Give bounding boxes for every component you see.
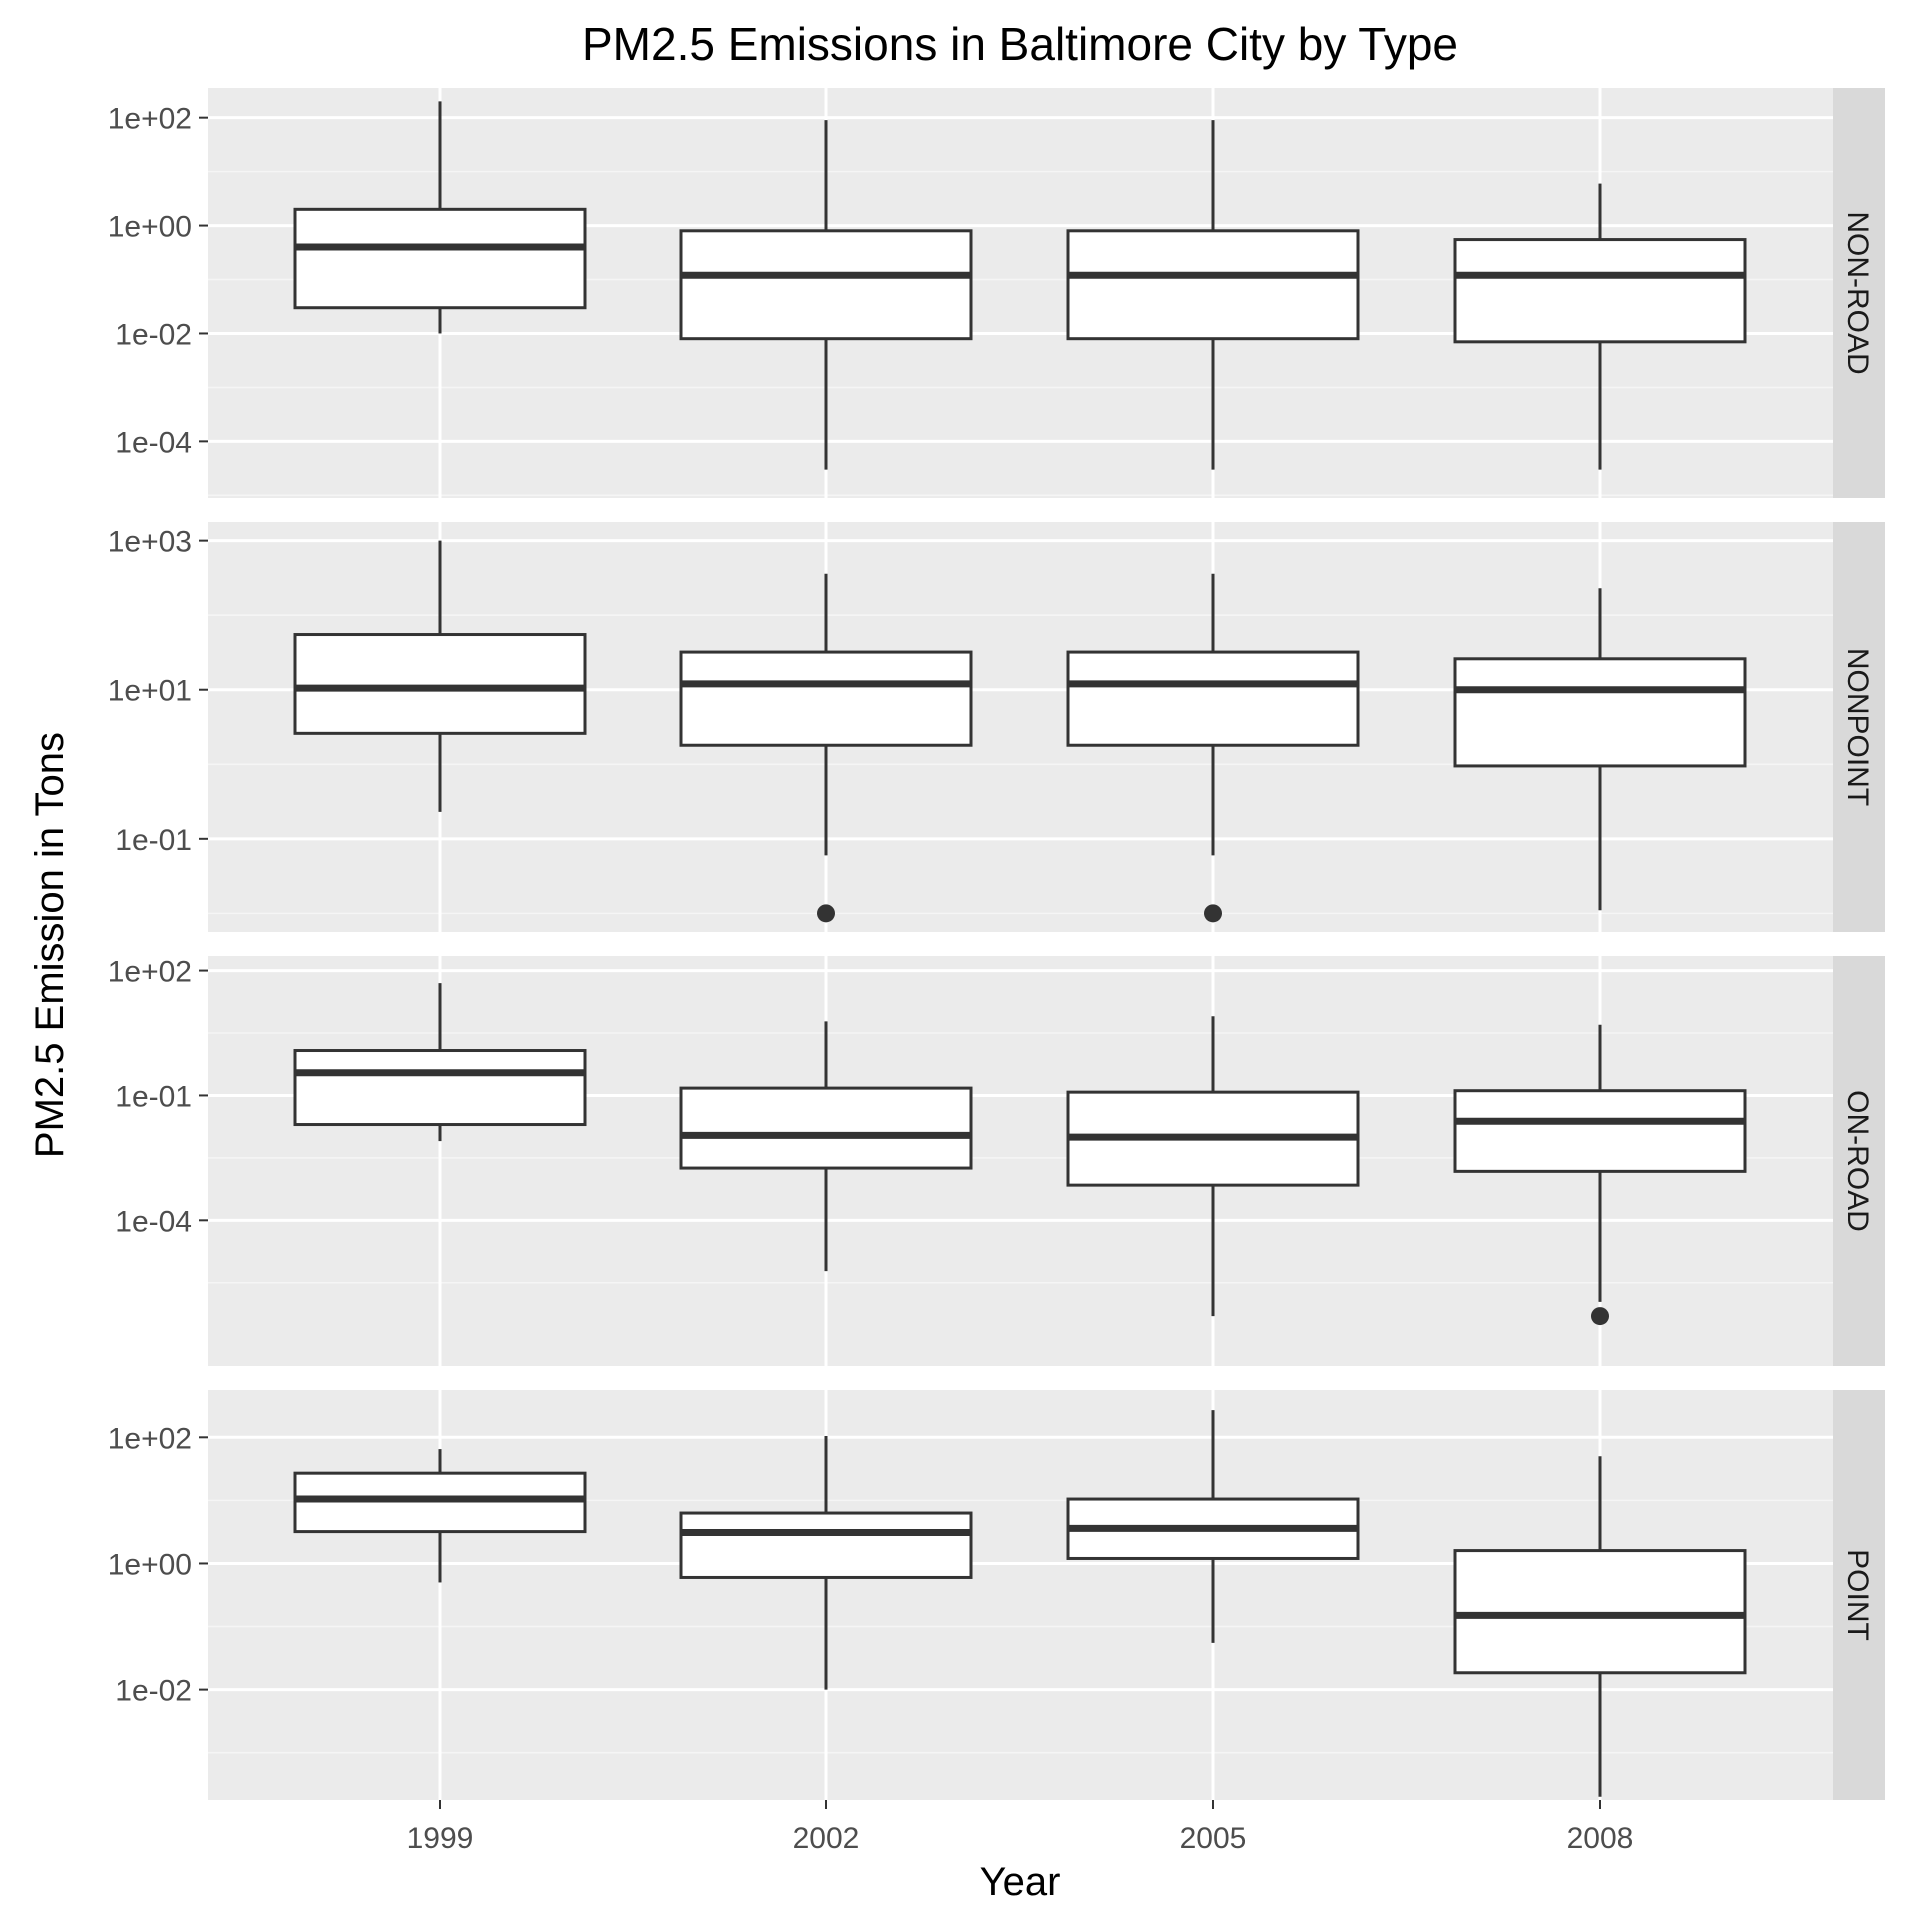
- boxplot-on-road-2005: [1066, 1016, 1360, 1317]
- boxplot-point-2002: [679, 1435, 973, 1690]
- boxplot-non-road-2005: [1066, 120, 1360, 470]
- boxplot-on-road-2008: [1453, 1024, 1747, 1302]
- boxplot-on-road-1999: [293, 983, 587, 1142]
- box-iqr: [1066, 650, 1360, 747]
- facet-panel-point: 1e+02 1e+00 1e-02 POINT: [108, 1390, 1885, 1800]
- boxplot-non-road-2002: [679, 120, 973, 470]
- boxplot-nonpoint-2008: [1453, 588, 1747, 911]
- facet-strip-label: NON-ROAD: [1841, 211, 1874, 374]
- facet-strip: [1833, 522, 1885, 932]
- facet-strip-label: POINT: [1841, 1549, 1874, 1641]
- y-tick-label: 1e+02: [108, 1422, 192, 1455]
- facet-panel-on-road: 1e+02 1e-01 1e-04 ON-ROAD: [108, 956, 1885, 1366]
- x-tick-label: 2008: [1567, 1822, 1634, 1855]
- x-tick-label: 1999: [407, 1822, 474, 1855]
- y-tick-label: 1e-04: [115, 426, 192, 459]
- box-iqr: [1453, 238, 1747, 344]
- y-tick-label: 1e+01: [108, 675, 192, 708]
- x-tick-label: 2005: [1180, 1822, 1247, 1855]
- box-iqr: [1453, 1549, 1747, 1675]
- facet-panels: 1e+021e+001e-021e-04NON-ROAD1e+031e+011e…: [108, 88, 1885, 1855]
- boxplot-point-2008: [1453, 1456, 1747, 1797]
- y-tick-label: 1e+00: [108, 1548, 192, 1581]
- boxplot-non-road-1999: [293, 101, 587, 334]
- boxplot-point-1999: [293, 1449, 587, 1583]
- box-iqr: [679, 229, 973, 341]
- box-iqr: [1066, 229, 1360, 341]
- facet-panel-nonpoint: 1e+03 1e+01 1e-01 NONPOINT: [108, 522, 1885, 932]
- boxplot-on-road-2002: [679, 1021, 973, 1272]
- boxplot-non-road-2008: [1453, 183, 1747, 470]
- outlier-point: [1204, 904, 1222, 923]
- y-tick-label: 1e+03: [108, 526, 192, 559]
- boxplot-nonpoint-2002: [679, 573, 973, 856]
- y-axis-label: PM2.5 Emission in Tons: [28, 732, 72, 1158]
- x-axis-label: Year: [980, 1860, 1061, 1904]
- outlier-point: [817, 904, 835, 923]
- box-iqr: [679, 1086, 973, 1170]
- box-iqr: [293, 207, 587, 310]
- boxplot-point-2005: [1066, 1410, 1360, 1643]
- y-tick-label: 1e+00: [108, 211, 192, 244]
- box-iqr: [293, 633, 587, 735]
- facet-strip-label: ON-ROAD: [1841, 1090, 1874, 1232]
- y-tick-label: 1e-01: [115, 824, 192, 857]
- y-tick-label: 1e-02: [115, 1675, 192, 1708]
- chart-title: PM2.5 Emissions in Baltimore City by Typ…: [582, 18, 1458, 70]
- facet-strip: [1833, 1390, 1885, 1800]
- y-tick-label: 1e-04: [115, 1205, 192, 1238]
- outlier-point: [1591, 1307, 1609, 1326]
- facet-strip-label: NONPOINT: [1841, 648, 1874, 806]
- y-tick-label: 1e-02: [115, 318, 192, 351]
- box-iqr: [293, 1049, 587, 1127]
- box-iqr: [1453, 657, 1747, 768]
- facet-strip: [1833, 88, 1885, 498]
- y-tick-label: 1e-01: [115, 1080, 192, 1113]
- facet-panel-non-road: 1e+02 1e+00 1e-02 1e-04 NON-ROAD: [108, 88, 1885, 498]
- boxplot-nonpoint-2005: [1066, 573, 1360, 856]
- y-tick-label: 1e+02: [108, 103, 192, 136]
- box-iqr: [679, 650, 973, 747]
- box-iqr: [1453, 1089, 1747, 1173]
- boxplot-nonpoint-1999: [293, 540, 587, 812]
- x-tick-label: 2002: [793, 1822, 860, 1855]
- box-iqr: [679, 1511, 973, 1579]
- facet-strip: [1833, 956, 1885, 1366]
- y-tick-label: 1e+02: [108, 956, 192, 989]
